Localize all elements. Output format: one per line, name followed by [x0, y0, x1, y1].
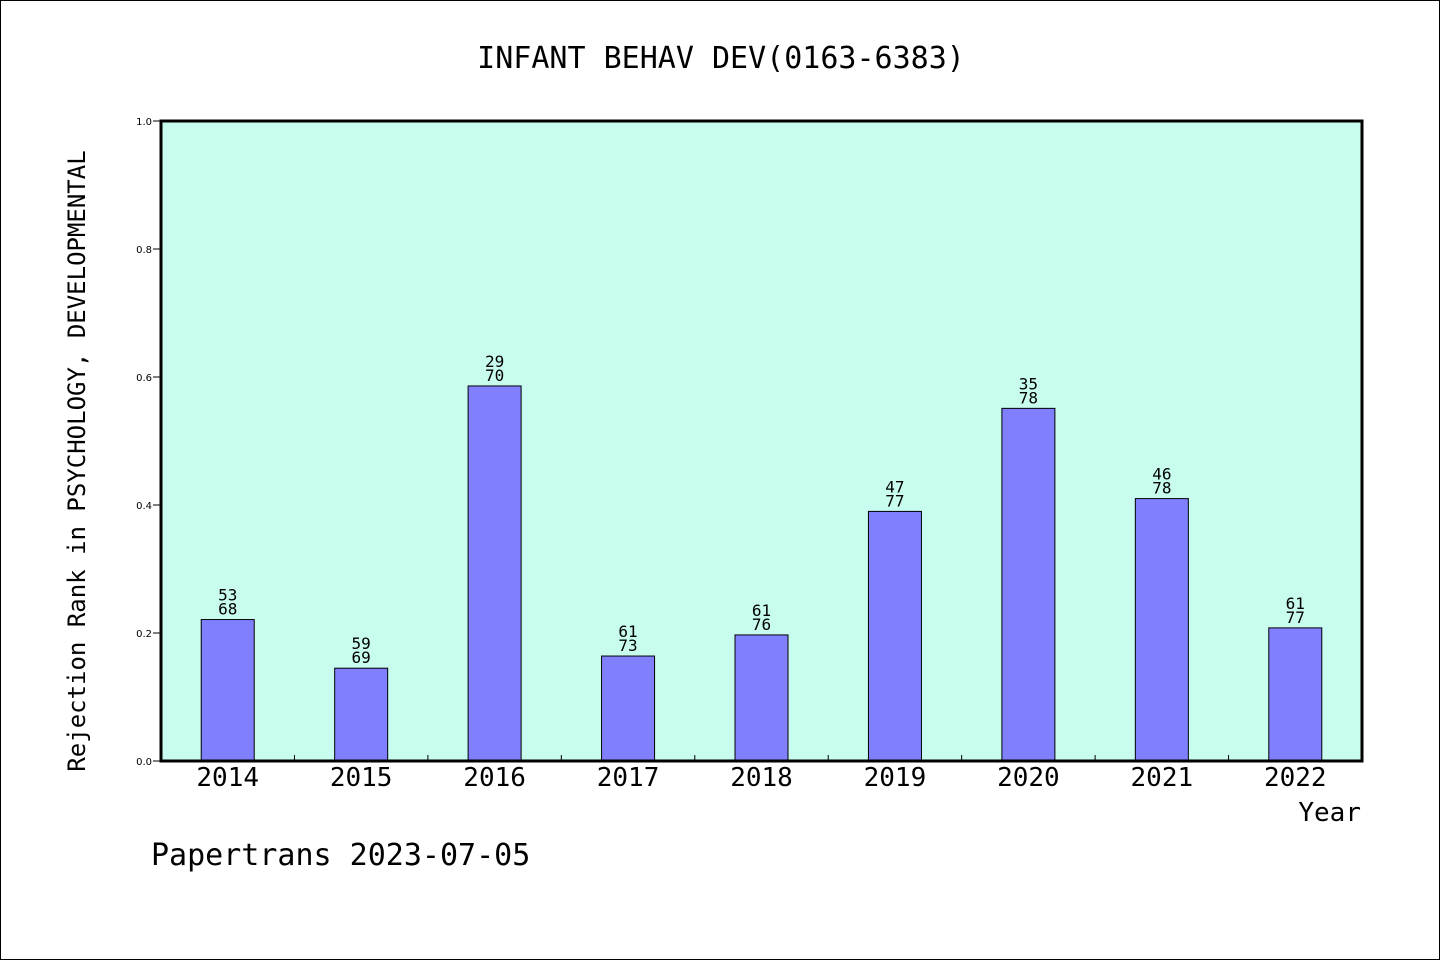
data-label-bottom-2019: 77 [885, 491, 904, 510]
data-label-top-2022: 61 [1286, 594, 1305, 613]
data-label-bottom-2015: 69 [352, 648, 371, 667]
x-tick-label-2015: 2015 [330, 763, 393, 793]
x-tick-label-2014: 2014 [196, 763, 259, 793]
data-label-bottom-2021: 78 [1152, 479, 1171, 498]
data-label-top-2016: 29 [485, 352, 504, 371]
x-tick-label-2018: 2018 [730, 763, 793, 793]
bar-2021 [1134, 498, 1189, 762]
bar-2018 [734, 634, 789, 762]
x-tick-label-2022: 2022 [1264, 763, 1327, 793]
x-tick-label-2021: 2021 [1131, 763, 1194, 793]
x-tick-label-2017: 2017 [597, 763, 660, 793]
y-tick-label-1.0: 1.0 [136, 117, 152, 128]
y-tick-label-0.0: 0.0 [136, 757, 152, 768]
data-label-bottom-2020: 78 [1019, 388, 1038, 407]
bars-layer [200, 385, 1323, 762]
x-axis-label: Year [1298, 798, 1361, 828]
bar-2015 [334, 667, 389, 762]
y-axis-label: Rejection Rank in PSYCHOLOGY, DEVELOPMEN… [63, 150, 91, 771]
y-tick-label-0.4: 0.4 [136, 501, 152, 512]
y-tick-label-0.6: 0.6 [136, 373, 152, 384]
chart-title: INFANT BEHAV DEV(0163-6383) [477, 41, 965, 76]
data-label-top-2019: 47 [885, 477, 904, 496]
data-label-top-2021: 46 [1152, 465, 1171, 484]
bar-2019 [867, 510, 922, 762]
data-label-bottom-2016: 70 [485, 366, 504, 385]
x-tick-label-2016: 2016 [463, 763, 526, 793]
data-label-top-2018: 61 [752, 601, 771, 620]
data-label-bottom-2014: 68 [218, 600, 237, 619]
data-label-bottom-2022: 77 [1286, 608, 1305, 627]
bar-2017 [601, 655, 656, 762]
footer-text: Papertrans 2023-07-05 [151, 838, 530, 873]
plot-border [159, 119, 1364, 763]
data-label-top-2015: 59 [352, 634, 371, 653]
y-tick-label-0.8: 0.8 [136, 245, 152, 256]
x-axis-ticks: 2014 2015 2016 2017 2018 2019 2020 2021 2022 [196, 755, 1327, 793]
data-label-top-2014: 53 [218, 586, 237, 605]
bar-2016 [467, 385, 522, 762]
y-tick-label-0.2: 0.2 [136, 629, 152, 640]
x-tick-label-2020: 2020 [997, 763, 1060, 793]
data-label-top-2017: 61 [618, 622, 637, 641]
y-axis-ticks: 0.0 0.2 0.4 0.6 0.8 1.0 [136, 117, 161, 768]
data-label-bottom-2017: 73 [618, 636, 637, 655]
bar-2014 [200, 619, 255, 762]
data-label-top-2020: 35 [1019, 374, 1038, 393]
bar-2022 [1268, 627, 1323, 762]
data-label-bottom-2018: 76 [752, 615, 771, 634]
bar-2020 [1001, 407, 1056, 762]
x-tick-label-2019: 2019 [864, 763, 927, 793]
